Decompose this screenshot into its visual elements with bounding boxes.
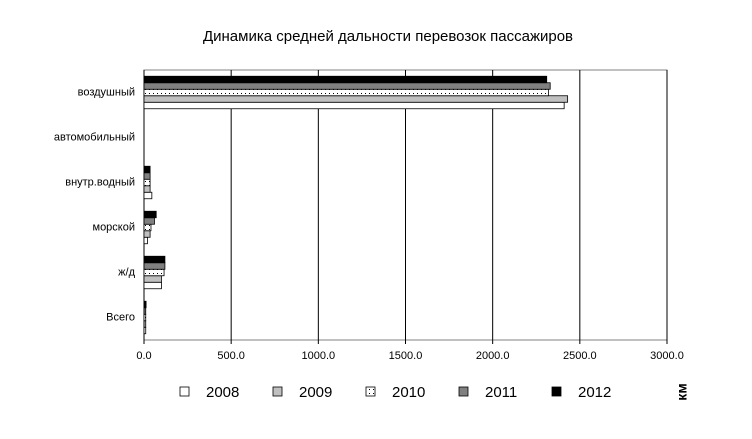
chart-title: Динамика средней дальности перевозок пас… <box>203 28 573 45</box>
y-tick-label: морской <box>93 221 136 233</box>
legend-marker <box>179 386 190 397</box>
legend-marker <box>365 386 376 397</box>
legend-label: 2012 <box>578 384 611 401</box>
bar <box>143 275 162 283</box>
bar <box>143 262 166 270</box>
legend-label: 2011 <box>485 384 517 401</box>
bar <box>143 75 548 84</box>
bar <box>143 223 152 232</box>
bar <box>143 95 569 103</box>
y-tick-label: воздушный <box>78 86 135 98</box>
bar <box>143 185 151 193</box>
y-tick-label: Всего <box>106 311 135 323</box>
x-axis-label: км <box>674 383 690 400</box>
legend-marker <box>272 386 283 397</box>
bar <box>143 307 147 315</box>
bar <box>143 217 155 225</box>
bar <box>143 268 165 277</box>
legend-marker <box>551 386 562 397</box>
bar <box>143 178 151 187</box>
bar <box>143 326 147 335</box>
x-tick-label: 3000.0 <box>650 350 684 362</box>
bar <box>143 191 153 200</box>
y-tick-label: внутр.водный <box>65 176 135 188</box>
y-tick-label: автомобильный <box>54 131 135 143</box>
bar <box>143 320 147 328</box>
x-tick-label: 2500.0 <box>563 350 597 362</box>
y-tick-label: ж/д <box>118 266 135 278</box>
x-tick-label: 1000.0 <box>302 350 336 362</box>
bar <box>143 281 162 290</box>
bar <box>143 236 148 245</box>
bar <box>143 313 147 322</box>
x-tick-label: 500.0 <box>217 350 245 362</box>
bar <box>143 82 551 90</box>
bar <box>143 101 565 110</box>
x-tick-label: 1500.0 <box>389 350 423 362</box>
legend-marker <box>458 386 469 397</box>
bar <box>143 230 151 238</box>
bar <box>143 255 166 264</box>
legend-label: 2010 <box>392 384 425 401</box>
x-tick-label: 0.0 <box>136 350 151 362</box>
legend-label: 2008 <box>206 384 239 401</box>
legend-label: 2009 <box>299 384 332 401</box>
bar <box>143 165 151 174</box>
bar <box>143 88 549 97</box>
x-tick-label: 2000.0 <box>476 350 510 362</box>
bar <box>143 300 147 309</box>
bar <box>143 172 151 180</box>
bar <box>143 210 157 219</box>
